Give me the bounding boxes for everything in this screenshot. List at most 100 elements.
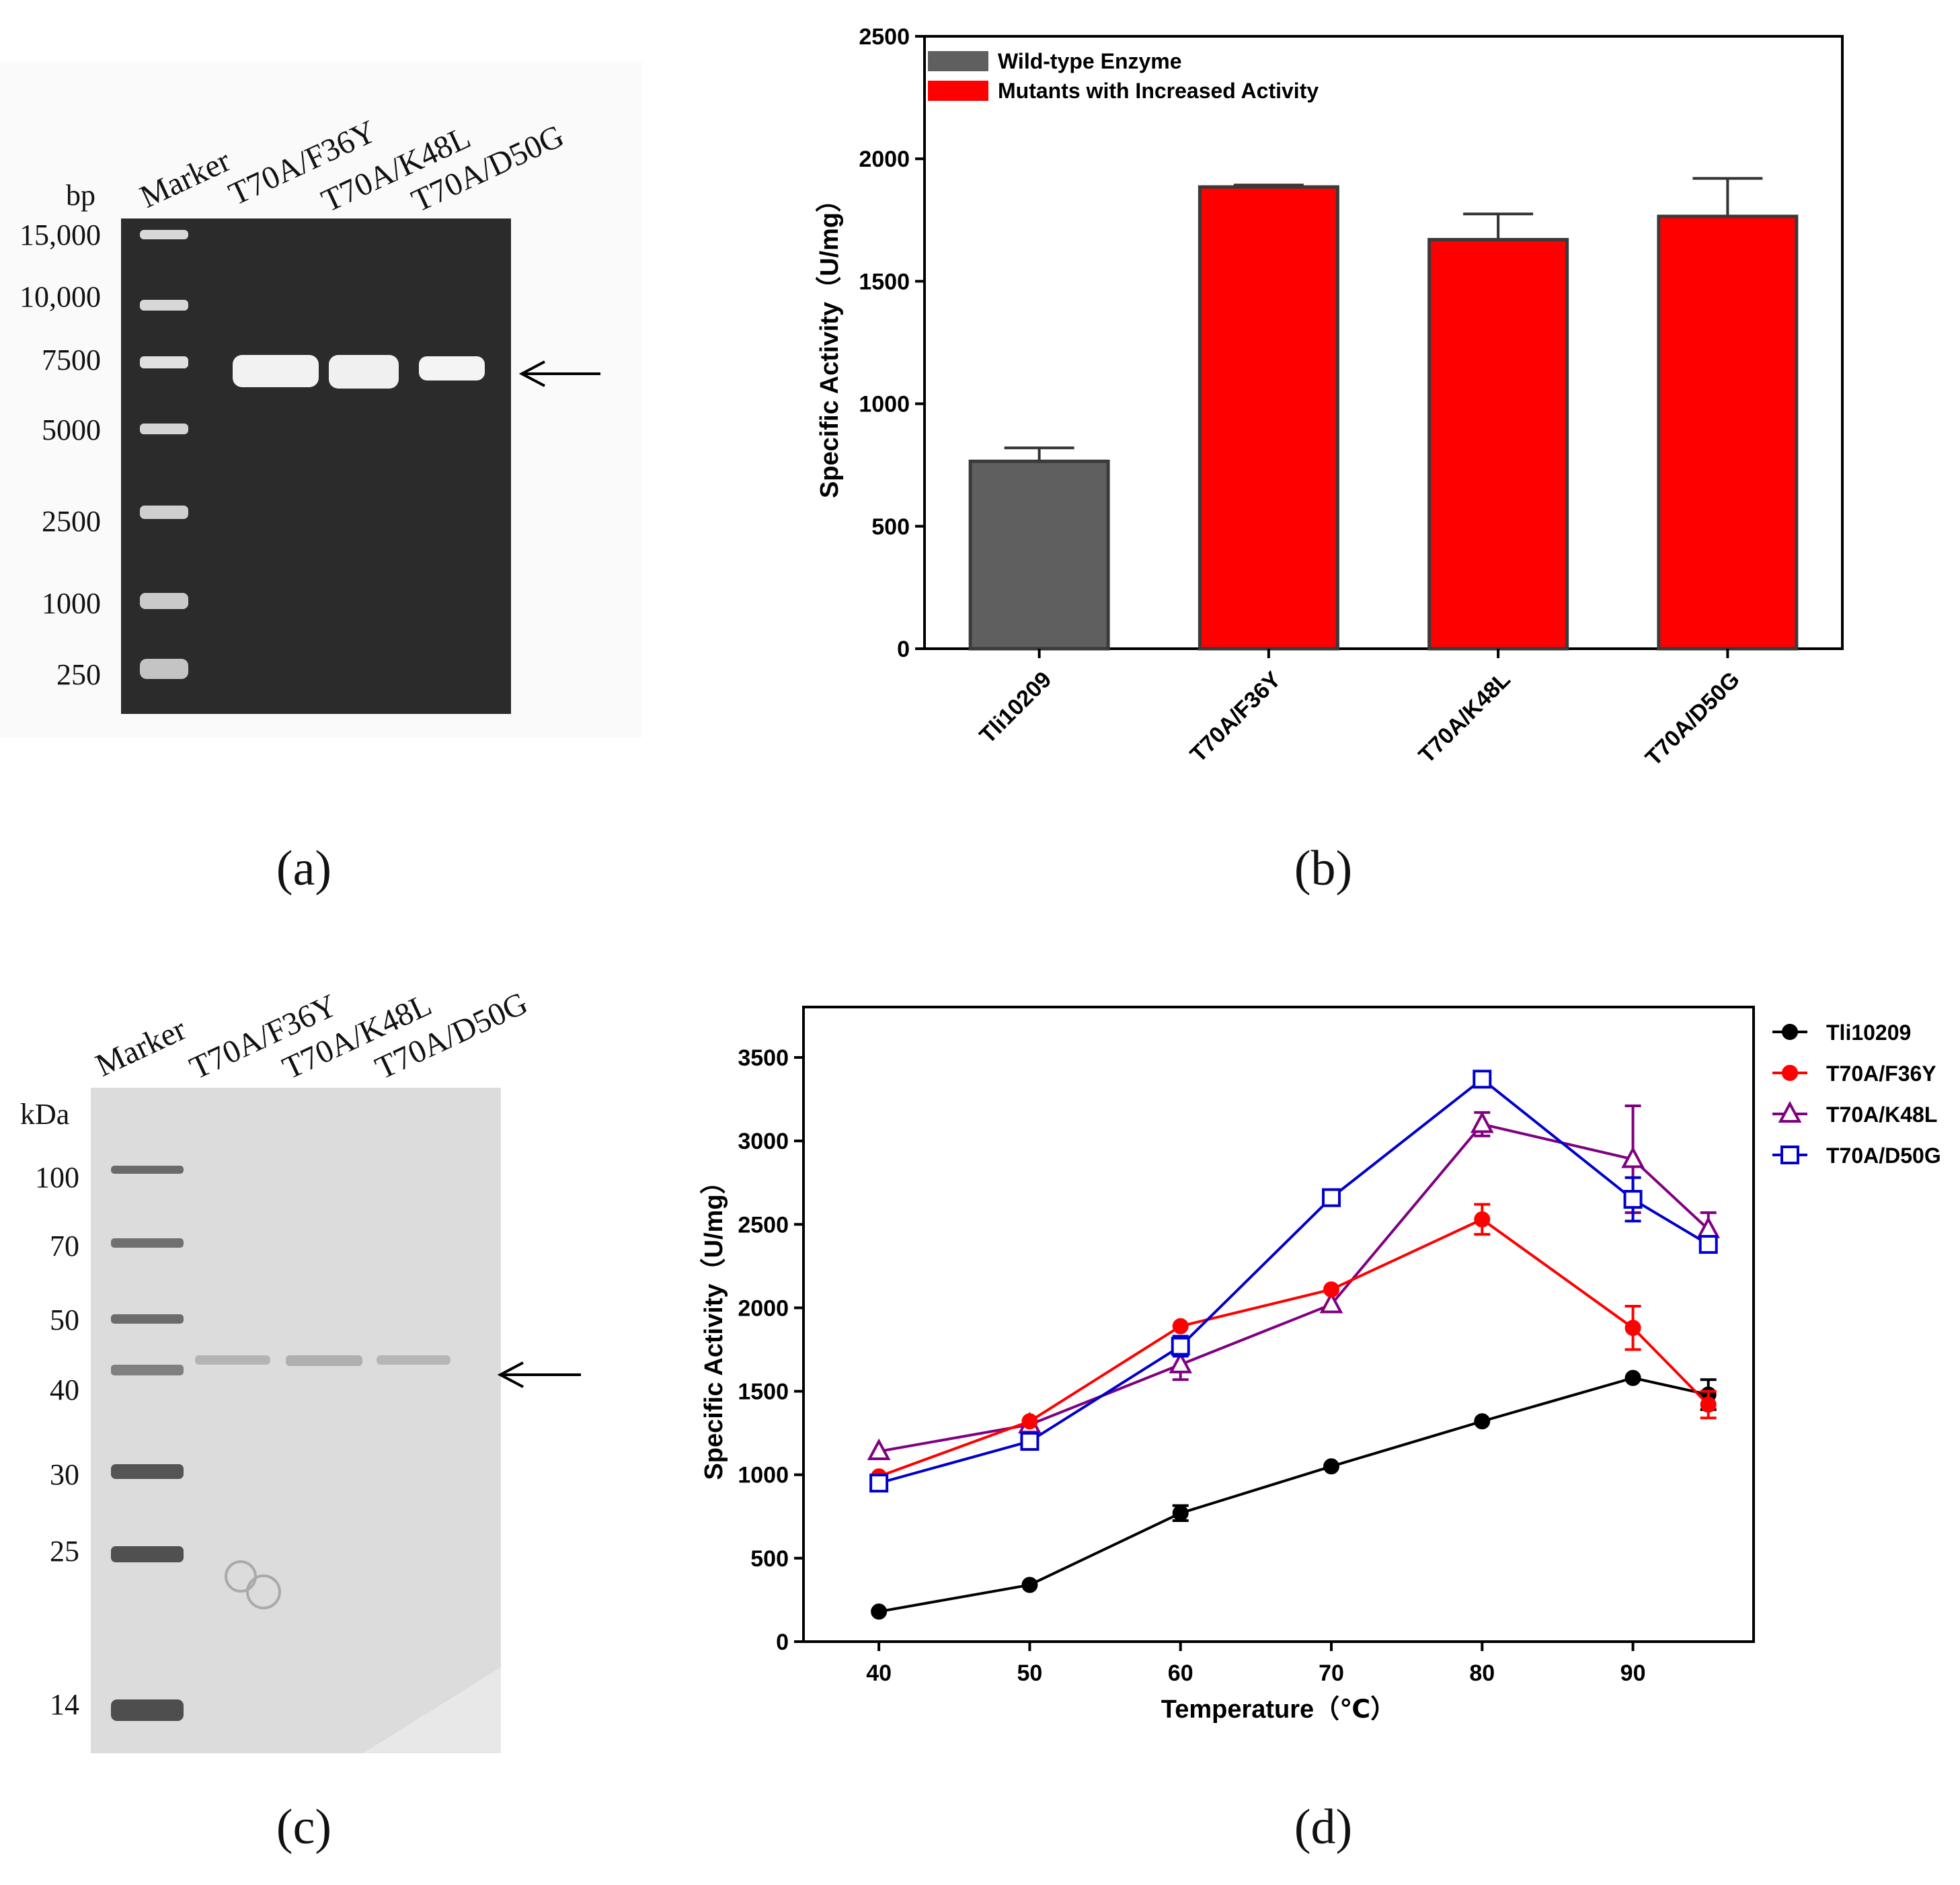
panel-c-label: (c) [276, 1800, 331, 1855]
size-tick: 2500 [42, 505, 101, 538]
bar [1198, 185, 1339, 651]
series-t70a-d50g [869, 1070, 1718, 1493]
ladder-band [140, 506, 188, 519]
data-point [1621, 1146, 1645, 1168]
legend-label: T70A/F36Y [1826, 1061, 1936, 1086]
gel-a-band-d50g [419, 356, 485, 380]
data-point [869, 1474, 889, 1493]
size-tick: 50 [50, 1304, 79, 1336]
ladder-band [111, 1699, 184, 1721]
y-tick-label: 1000 [738, 1463, 789, 1488]
data-point [1172, 1505, 1189, 1521]
y-tick-label: 0 [776, 1630, 789, 1655]
series-t70a-k48l [867, 1105, 1721, 1460]
gel-c-corner-fade [363, 1667, 501, 1753]
panel-b-label: (b) [1294, 841, 1352, 896]
data-point [1473, 1070, 1492, 1089]
legend-label: Tli10209 [1826, 1020, 1911, 1045]
ladder-band [140, 593, 188, 609]
size-tick: 40 [50, 1373, 79, 1406]
legend-marker [1782, 1024, 1798, 1040]
size-tick: 14 [50, 1688, 79, 1721]
series-line [878, 1077, 1709, 1485]
gel-c-size-ticks: 100 70 50 40 30 25 14 [35, 1161, 79, 1721]
ladder-band [140, 424, 188, 434]
ladder-band [111, 1166, 184, 1174]
series-tli10209 [871, 1369, 1717, 1620]
bar [968, 459, 1110, 651]
y-tick-label: 2500 [738, 1212, 789, 1238]
size-tick: 1000 [42, 587, 101, 620]
series-line [878, 1123, 1710, 1453]
bar [1657, 214, 1799, 651]
gel-c-image [91, 1088, 501, 1753]
gel-c-band-d50g [377, 1355, 450, 1365]
gel-a-marker-ladder [140, 230, 188, 679]
x-tick-label: 90 [1620, 1660, 1646, 1686]
y-tick-label: 500 [871, 514, 910, 540]
y-tick-label: 2000 [738, 1295, 789, 1321]
gel-a-size-ticks: 15,000 10,000 7500 5000 2500 1000 250 [19, 218, 101, 691]
x-tick-label: 60 [1168, 1660, 1193, 1686]
size-tick: 10,000 [19, 280, 101, 313]
y-tick-label: 1000 [859, 392, 910, 417]
data-point [1624, 1369, 1641, 1386]
x-tick-label: T70A/F36Y [1185, 667, 1286, 768]
size-tick: 5000 [42, 413, 101, 446]
bar [1427, 237, 1569, 651]
y-tick-label: 2500 [859, 24, 910, 50]
data-point [1323, 1458, 1339, 1475]
y-tick-label: 3000 [738, 1129, 789, 1154]
data-point [1474, 1211, 1491, 1228]
size-tick: 7500 [42, 344, 101, 376]
data-point [1319, 1291, 1343, 1314]
ladder-band [140, 659, 188, 679]
ladder-band [140, 230, 188, 239]
x-tick-label: T70A/K48L [1414, 667, 1516, 768]
data-point [1021, 1576, 1038, 1593]
plot-frame [802, 1006, 1755, 1643]
gel-c-bubble [246, 1574, 281, 1609]
y-tick-label: 0 [897, 637, 910, 662]
size-tick: 250 [56, 658, 101, 691]
data-point [867, 1438, 891, 1460]
gel-a-arrow [518, 360, 600, 387]
y-axis-title: Specific Activity（U/mg） [816, 187, 844, 498]
legend-marker [1780, 1146, 1799, 1164]
data-point [1172, 1318, 1189, 1334]
data-point [1171, 1336, 1190, 1356]
size-tick: 100 [35, 1161, 79, 1194]
panel-a: bp 15,000 10,000 7500 5000 2500 1000 250… [0, 62, 642, 896]
size-tick: 70 [50, 1230, 79, 1262]
gel-c-arrow [497, 1361, 581, 1388]
ladder-band [140, 356, 188, 368]
y-tick-label: 2000 [859, 147, 910, 172]
data-point [1623, 1190, 1643, 1209]
x-tick-label: T70A/D50G [1641, 667, 1745, 771]
data-point [1169, 1351, 1193, 1373]
panel-a-label: (a) [276, 841, 331, 896]
y-axis-title: Specific Activity（U/mg） [700, 1168, 728, 1480]
gel-a-band-k48l [329, 355, 399, 389]
ladder-band [111, 1238, 184, 1248]
data-point [1700, 1396, 1717, 1413]
ladder-band [111, 1464, 184, 1479]
series-line [878, 1376, 1709, 1613]
ladder-band [111, 1546, 184, 1562]
legend-swatch [928, 81, 988, 101]
legend-label: Mutants with Increased Activity [998, 79, 1319, 103]
ladder-band [111, 1314, 184, 1324]
gel-c-unit-label: kDa [20, 1098, 69, 1131]
gel-c-lane-marker: Marker [90, 1011, 191, 1084]
size-tick: 15,000 [19, 218, 101, 251]
panel-b: 0 500 1000 1500 2000 2500 Tli10209 T70A/F36Y T70… [816, 24, 1844, 896]
legend-label: Wild-type Enzyme [998, 49, 1182, 73]
legend-swatch [928, 51, 988, 71]
data-point [1698, 1235, 1718, 1254]
panel-c: kDa 100 70 50 40 30 25 14 Marker T70A/F3… [20, 985, 581, 1855]
gel-a-band-f36y [233, 355, 319, 387]
gel-a-unit-label: bp [66, 179, 95, 212]
data-point [871, 1603, 888, 1620]
x-tick-label: 70 [1319, 1660, 1344, 1686]
size-tick: 30 [50, 1458, 79, 1491]
